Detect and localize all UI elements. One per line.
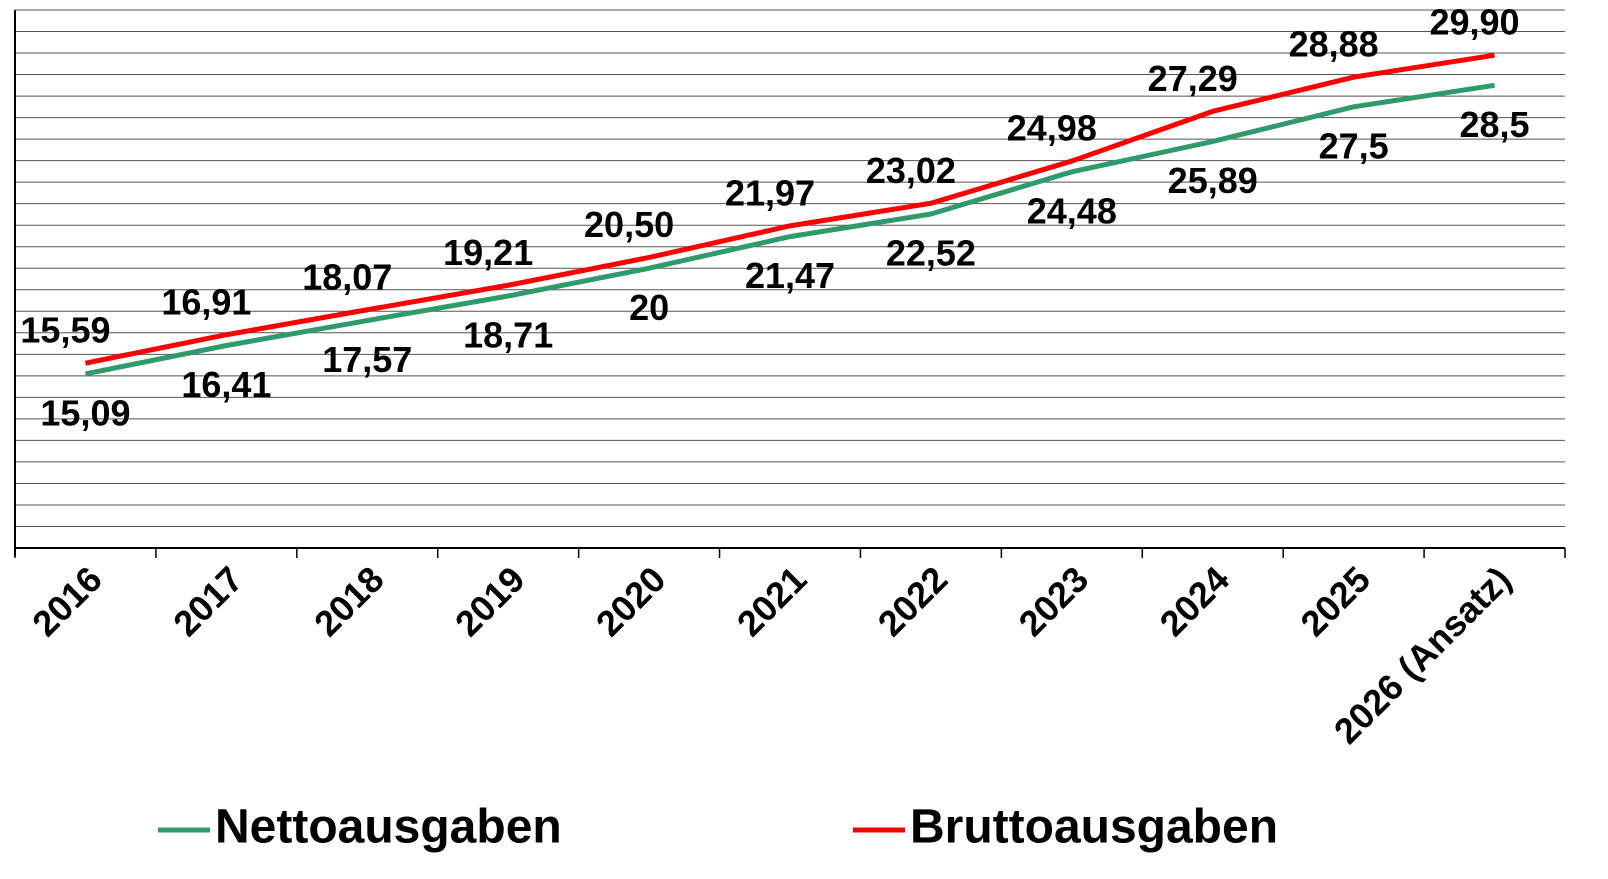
data-label: 18,07 — [302, 256, 392, 297]
legend-label: Bruttoausgaben — [910, 801, 1278, 854]
data-label: 21,97 — [725, 172, 815, 213]
data-label: 15,59 — [20, 310, 110, 351]
data-label: 20 — [629, 287, 669, 328]
data-label: 27,29 — [1148, 58, 1238, 99]
x-tick-label: 2018 — [306, 558, 392, 644]
data-label: 28,88 — [1289, 24, 1379, 65]
data-label: 15,09 — [40, 392, 130, 433]
data-label: 25,89 — [1168, 160, 1258, 201]
data-label: 27,5 — [1319, 125, 1389, 166]
data-label: 22,52 — [886, 233, 976, 274]
legend-label: Nettoausgaben — [215, 801, 562, 854]
data-label: 17,57 — [322, 339, 412, 380]
data-label: 16,91 — [161, 281, 251, 322]
data-label: 23,02 — [866, 150, 956, 191]
x-tick-label: 2024 — [1151, 558, 1237, 644]
data-label: 28,5 — [1460, 104, 1530, 145]
x-tick-label: 2023 — [1011, 558, 1097, 644]
data-label: 24,48 — [1027, 190, 1117, 231]
data-label: 20,50 — [584, 204, 674, 245]
data-label: 21,47 — [745, 255, 835, 296]
x-tick-label: 2025 — [1292, 558, 1378, 644]
data-label: 18,71 — [463, 315, 553, 356]
x-tick-label: 2019 — [447, 558, 533, 644]
data-label: 16,41 — [181, 364, 271, 405]
data-label: 19,21 — [443, 232, 533, 273]
x-tick-label: 2022 — [870, 558, 956, 644]
data-label: 29,90 — [1429, 2, 1519, 43]
x-tick-label: 2016 — [24, 558, 110, 644]
x-tick-label: 2020 — [588, 558, 674, 644]
series-line — [84, 82, 1495, 377]
data-label: 24,98 — [1007, 108, 1097, 149]
x-tick-label: 2021 — [729, 558, 815, 644]
series-line — [84, 52, 1495, 366]
x-tick-label: 2017 — [165, 558, 251, 644]
